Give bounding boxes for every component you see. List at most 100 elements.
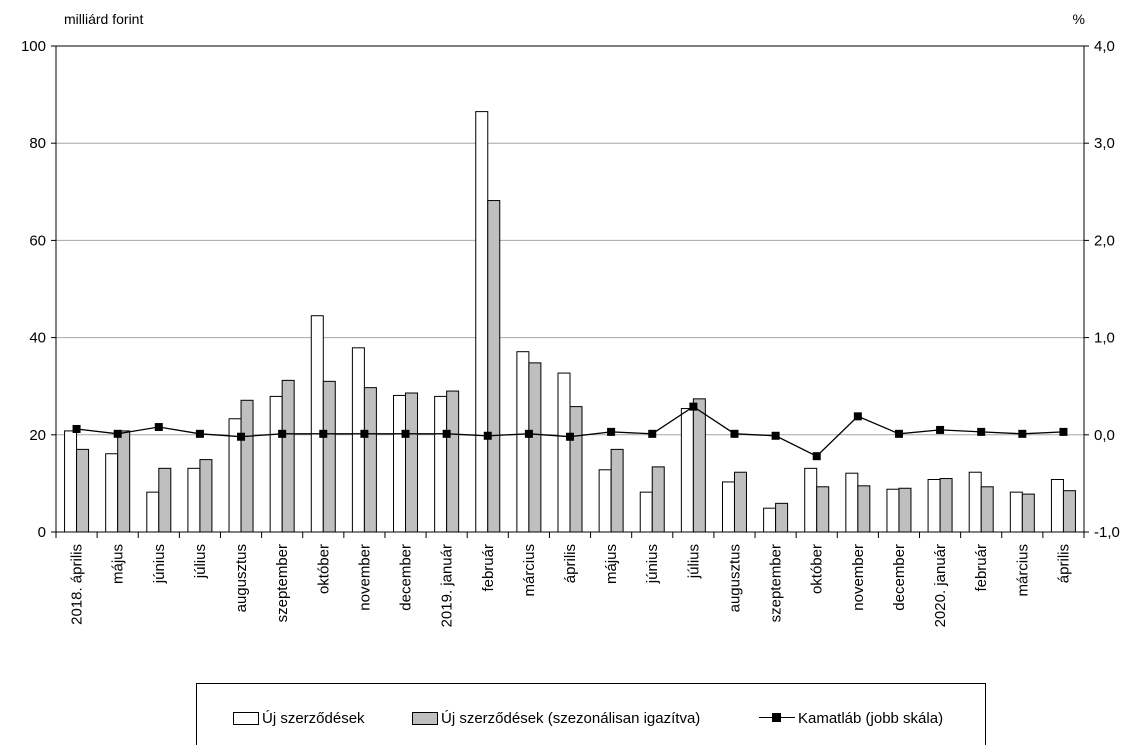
chart: 0 20 40 60 80 100 -1,0 0,0 1,0 2,0 3,0 4,0 2018. ápr… <box>21 11 1120 627</box>
rate-point <box>607 427 616 436</box>
rate-point <box>524 429 533 438</box>
rate-point <box>72 424 81 433</box>
bar-new-contracts <box>1009 491 1023 533</box>
bar-new-contracts <box>351 347 365 533</box>
rate-point <box>936 425 945 434</box>
bar-new-contracts <box>310 315 324 533</box>
bar-new-contracts <box>475 111 489 533</box>
bar-new-contracts <box>64 430 78 533</box>
legend-label: Kamatláb (jobb skála) <box>798 709 944 727</box>
rate-point <box>1059 427 1068 436</box>
rate-point <box>237 432 246 441</box>
x-tick-label: 2018. április <box>69 544 86 625</box>
legend-item-new-contracts: Új szerződések <box>233 708 365 728</box>
left-axis-unit: milliárd forint <box>64 11 143 27</box>
x-tick-label: szeptember <box>768 544 785 622</box>
bar-seasonally-adjusted <box>651 466 665 533</box>
bar-seasonally-adjusted <box>240 399 254 533</box>
rate-point <box>401 429 410 438</box>
legend: Új szerződések Új szerződések (szezonáli… <box>196 683 986 745</box>
right-tick-label: -1,0 <box>1094 524 1120 541</box>
rate-point <box>442 429 451 438</box>
x-tick-label: április <box>562 544 579 583</box>
bar-seasonally-adjusted <box>1021 493 1035 533</box>
bar-new-contracts <box>804 467 818 533</box>
plot-frame <box>55 45 1085 533</box>
bar-new-contracts <box>393 394 407 533</box>
rate-point <box>730 429 739 438</box>
left-tick-label: 20 <box>29 427 46 444</box>
rate-point <box>113 429 122 438</box>
x-tick-label: június <box>644 544 661 584</box>
legend-swatch-white <box>233 711 259 725</box>
bar-new-contracts <box>968 471 982 533</box>
bar-new-contracts <box>845 472 859 533</box>
bar-seasonally-adjusted <box>857 485 871 533</box>
bar-new-contracts <box>721 481 735 533</box>
bar-seasonally-adjusted <box>610 448 624 533</box>
x-tick-label: november <box>356 544 373 611</box>
x-tick-label: március <box>1014 544 1031 597</box>
x-tick-label: augusztus <box>233 544 250 612</box>
bar-new-contracts <box>557 372 571 533</box>
bar-new-contracts <box>146 491 160 533</box>
left-tick-label: 0 <box>38 524 46 541</box>
rate-point <box>689 402 698 411</box>
bar-seasonally-adjusted <box>158 467 172 533</box>
rate-point <box>483 431 492 440</box>
bar-new-contracts <box>886 488 900 533</box>
rate-point <box>648 429 657 438</box>
right-tick-label: 1,0 <box>1094 330 1115 347</box>
bar-seasonally-adjusted <box>816 486 830 533</box>
rate-point <box>771 431 780 440</box>
bar-seasonally-adjusted <box>322 380 336 533</box>
x-tick-label: augusztus <box>726 544 743 612</box>
bar-seasonally-adjusted <box>528 362 542 533</box>
rate-point <box>853 412 862 421</box>
bar-seasonally-adjusted <box>199 459 213 533</box>
x-tick-label: május <box>110 544 127 584</box>
bar-new-contracts <box>269 395 283 533</box>
x-tick-label: február <box>973 544 990 592</box>
x-tick-label: szeptember <box>274 544 291 622</box>
legend-label: Új szerződések (szezonálisan igazítva) <box>441 709 701 727</box>
x-tick-label: 2019. január <box>439 544 456 627</box>
legend-line-marker-icon <box>759 712 795 724</box>
x-tick-label: december <box>891 544 908 611</box>
bar-seasonally-adjusted <box>117 430 131 533</box>
bar-seasonally-adjusted <box>980 486 994 533</box>
bar-new-contracts <box>598 469 612 533</box>
bar-new-contracts <box>639 491 653 533</box>
rate-point <box>812 452 821 461</box>
rate-point <box>195 429 204 438</box>
bar-seasonally-adjusted <box>775 502 789 533</box>
left-tick-label: 100 <box>21 38 46 55</box>
rate-point <box>894 429 903 438</box>
rate-point <box>154 423 163 432</box>
bar-new-contracts <box>516 351 530 533</box>
bar-new-contracts <box>927 479 941 533</box>
bar-new-contracts <box>680 408 694 533</box>
right-axis-unit: % <box>1073 11 1085 27</box>
legend-swatch-gray <box>412 711 438 725</box>
x-tick-label: április <box>1055 544 1072 583</box>
bar-seasonally-adjusted <box>898 487 912 533</box>
x-tick-label: október <box>315 544 332 594</box>
x-tick-label: október <box>809 544 826 594</box>
x-tick-label: február <box>480 544 497 592</box>
bar-seasonally-adjusted <box>487 200 501 533</box>
bar-seasonally-adjusted <box>76 448 90 533</box>
x-tick-label: június <box>151 544 168 584</box>
x-tick-label: július <box>685 544 702 579</box>
bar-seasonally-adjusted <box>569 406 583 533</box>
bar-seasonally-adjusted <box>281 379 295 533</box>
rate-point <box>319 429 328 438</box>
legend-label: Új szerződések <box>262 709 365 727</box>
x-tick-label: november <box>850 544 867 611</box>
tick-labels: 0 20 40 60 80 100 -1,0 0,0 1,0 2,0 3,0 4,0 2018. ápr… <box>21 38 1120 627</box>
legend-item-seasonally-adjusted: Új szerződések (szezonálisan igazítva) <box>412 708 700 728</box>
x-tick-label: március <box>521 544 538 597</box>
right-tick-label: 2,0 <box>1094 232 1115 249</box>
bar-new-contracts <box>187 467 201 533</box>
bar-new-contracts <box>105 453 119 533</box>
